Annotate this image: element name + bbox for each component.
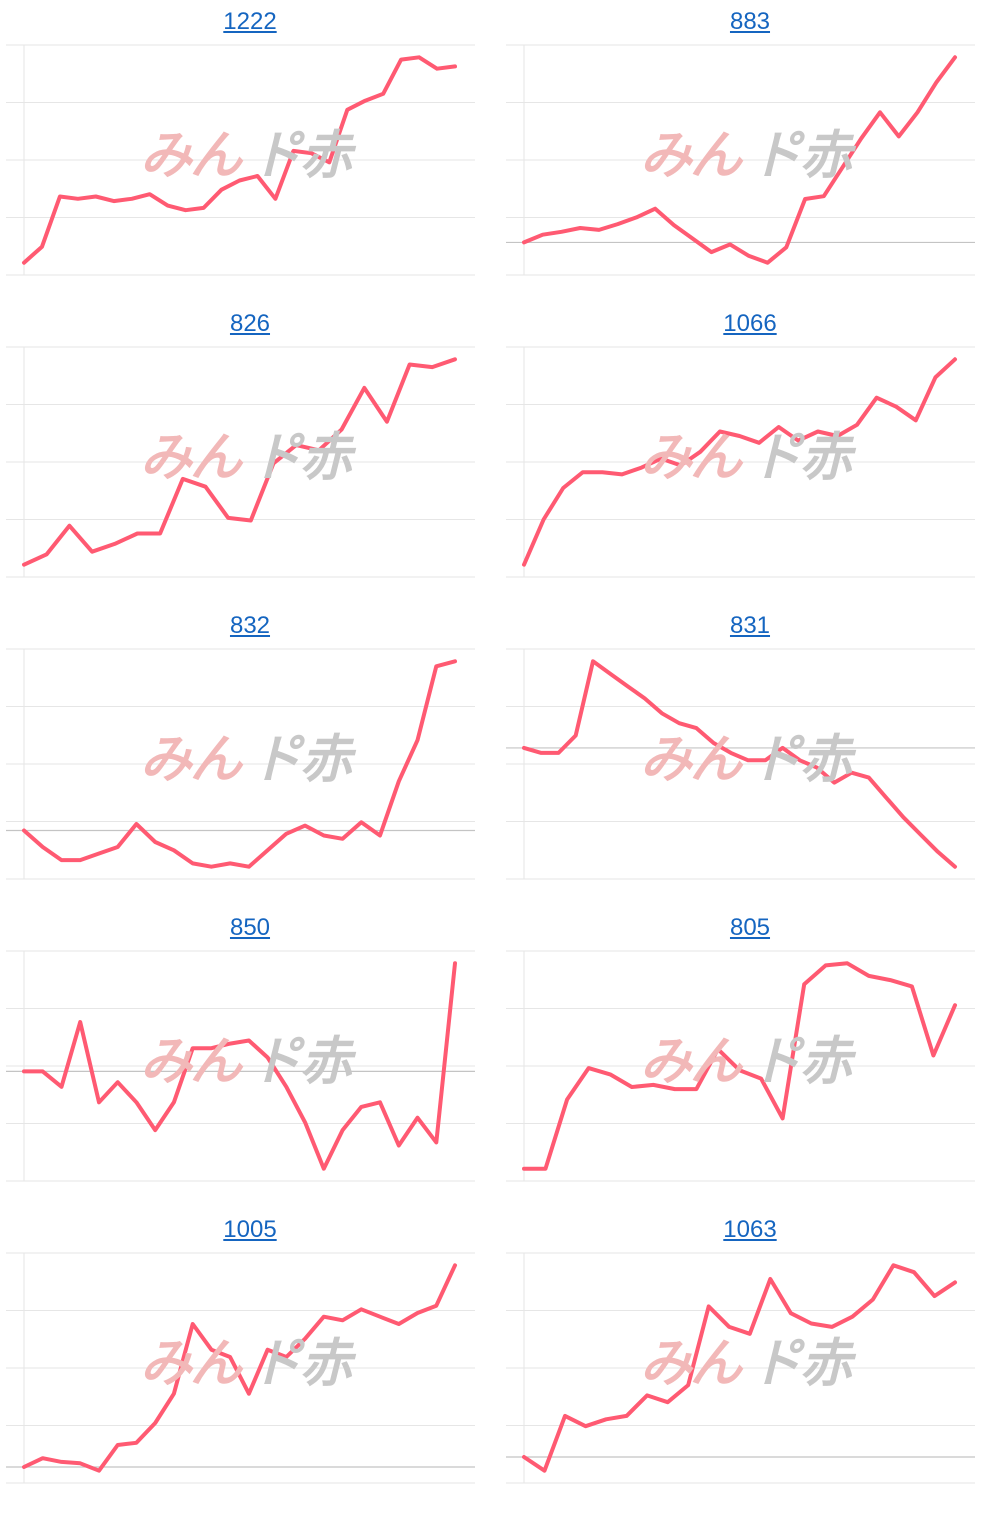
series-line: [22, 55, 457, 265]
line-chart: [6, 648, 475, 880]
series-line: [522, 55, 957, 265]
line-chart: [6, 1252, 475, 1484]
series-line: [522, 1263, 957, 1473]
line-chart: [6, 346, 475, 578]
chart-title-link[interactable]: 826: [229, 310, 271, 337]
chart-title-link[interactable]: 850: [229, 914, 271, 941]
chart-panel: 1063 みん ト゚赤: [500, 1208, 1000, 1510]
line-chart: [506, 648, 975, 880]
series-line: [22, 357, 457, 567]
chart-panel: 831 みん ト゚赤: [500, 604, 1000, 906]
line-chart: [506, 44, 975, 276]
series-line: [522, 659, 957, 869]
line-chart: [506, 346, 975, 578]
chart-panel: 826 みん ト゚赤: [0, 302, 500, 604]
chart-title-link[interactable]: 832: [229, 612, 271, 639]
line-chart: [506, 1252, 975, 1484]
chart-panel: 832 みん ト゚赤: [0, 604, 500, 906]
chart-panel: 805 みん ト゚赤: [500, 906, 1000, 1208]
chart-title-link[interactable]: 1222: [223, 8, 277, 35]
chart-title-link[interactable]: 1063: [723, 1216, 777, 1243]
series-line: [22, 961, 457, 1171]
chart-title-link[interactable]: 1005: [223, 1216, 277, 1243]
chart-panel: 850 みん ト゚赤: [0, 906, 500, 1208]
series-line: [22, 659, 457, 869]
series-line: [522, 961, 957, 1171]
chart-title-link[interactable]: 883: [729, 8, 771, 35]
chart-title-link[interactable]: 831: [729, 612, 771, 639]
series-line: [22, 1263, 457, 1473]
chart-panel: 883 みん ト゚赤: [500, 0, 1000, 302]
line-chart: [6, 44, 475, 276]
chart-panel: 1066 みん ト゚赤: [500, 302, 1000, 604]
chart-panel: 1222 みん ト゚赤: [0, 0, 500, 302]
line-chart: [506, 950, 975, 1182]
line-chart: [6, 950, 475, 1182]
chart-title-link[interactable]: 1066: [723, 310, 777, 337]
series-line: [522, 357, 957, 567]
chart-panel: 1005 みん ト゚赤: [0, 1208, 500, 1510]
chart-title-link[interactable]: 805: [729, 914, 771, 941]
